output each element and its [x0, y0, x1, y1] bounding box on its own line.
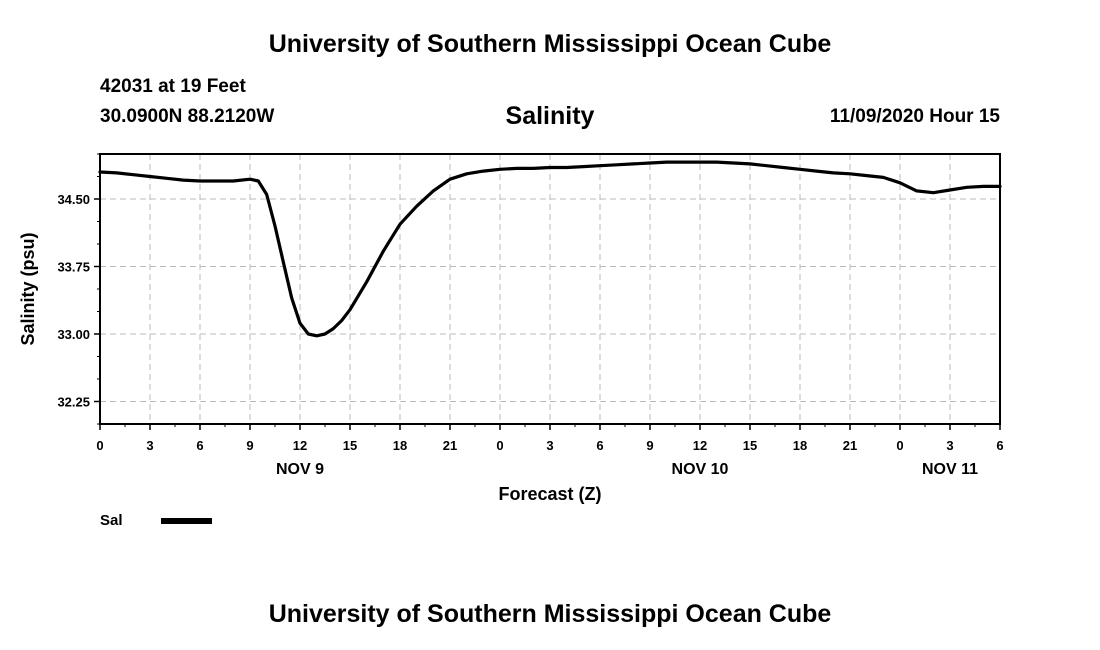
footer-title: University of Southern Mississippi Ocean… — [268, 600, 832, 628]
x-tick-label: 12 — [693, 438, 707, 453]
chart-title: Salinity — [506, 102, 595, 130]
x-tick-label: 9 — [246, 438, 253, 453]
coordinates-label: 30.0900N 88.2120W — [100, 106, 275, 127]
y-tick-label: 34.50 — [57, 192, 90, 207]
y-tick-label: 33.75 — [57, 260, 90, 275]
day-labels: NOV 9 NOV 10 NOV 11 — [276, 461, 978, 478]
station-label: 42031 at 19 Feet — [100, 76, 246, 97]
x-tick-label: 6 — [596, 438, 603, 453]
y-tick-label: 32.25 — [57, 395, 90, 410]
y-tick-label: 33.00 — [57, 327, 90, 342]
day-label: NOV 11 — [922, 461, 978, 478]
header-title: University of Southern Mississippi Ocean… — [268, 30, 832, 58]
x-tick-label: 12 — [293, 438, 307, 453]
x-tick-label: 15 — [743, 438, 757, 453]
x-tick-label: 15 — [343, 438, 357, 453]
x-tick-label: 3 — [146, 438, 153, 453]
y-axis: 32.25 33.00 33.75 34.50 — [57, 153, 100, 425]
x-tick-label: 3 — [546, 438, 553, 453]
x-tick-label: 0 — [896, 438, 903, 453]
grid — [100, 154, 1000, 424]
x-tick-label: 21 — [443, 438, 457, 453]
x-tick-label: 6 — [196, 438, 203, 453]
x-tick-label: 18 — [393, 438, 407, 453]
x-axis-title: Forecast (Z) — [498, 484, 601, 504]
x-tick-label: 9 — [646, 438, 653, 453]
series-layer — [98, 160, 1002, 338]
timestamp-label: 11/09/2020 Hour 15 — [829, 106, 1000, 127]
x-axis: 0 3 6 9 12 15 18 21 0 3 6 9 12 15 18 21 0 3 6 — [96, 424, 1004, 453]
day-label: NOV 9 — [276, 461, 324, 478]
day-label: NOV 10 — [672, 461, 729, 478]
x-tick-label: 21 — [843, 438, 857, 453]
y-axis-title: Salinity (psu) — [18, 232, 38, 345]
x-tick-label: 18 — [793, 438, 807, 453]
legend: Sal — [100, 512, 212, 529]
x-tick-label: 3 — [946, 438, 953, 453]
x-tick-label: 0 — [496, 438, 503, 453]
legend-label-sal: Sal — [100, 512, 123, 529]
x-tick-label: 0 — [96, 438, 103, 453]
x-tick-label: 6 — [996, 438, 1003, 453]
series-line-sal — [98, 160, 1002, 338]
